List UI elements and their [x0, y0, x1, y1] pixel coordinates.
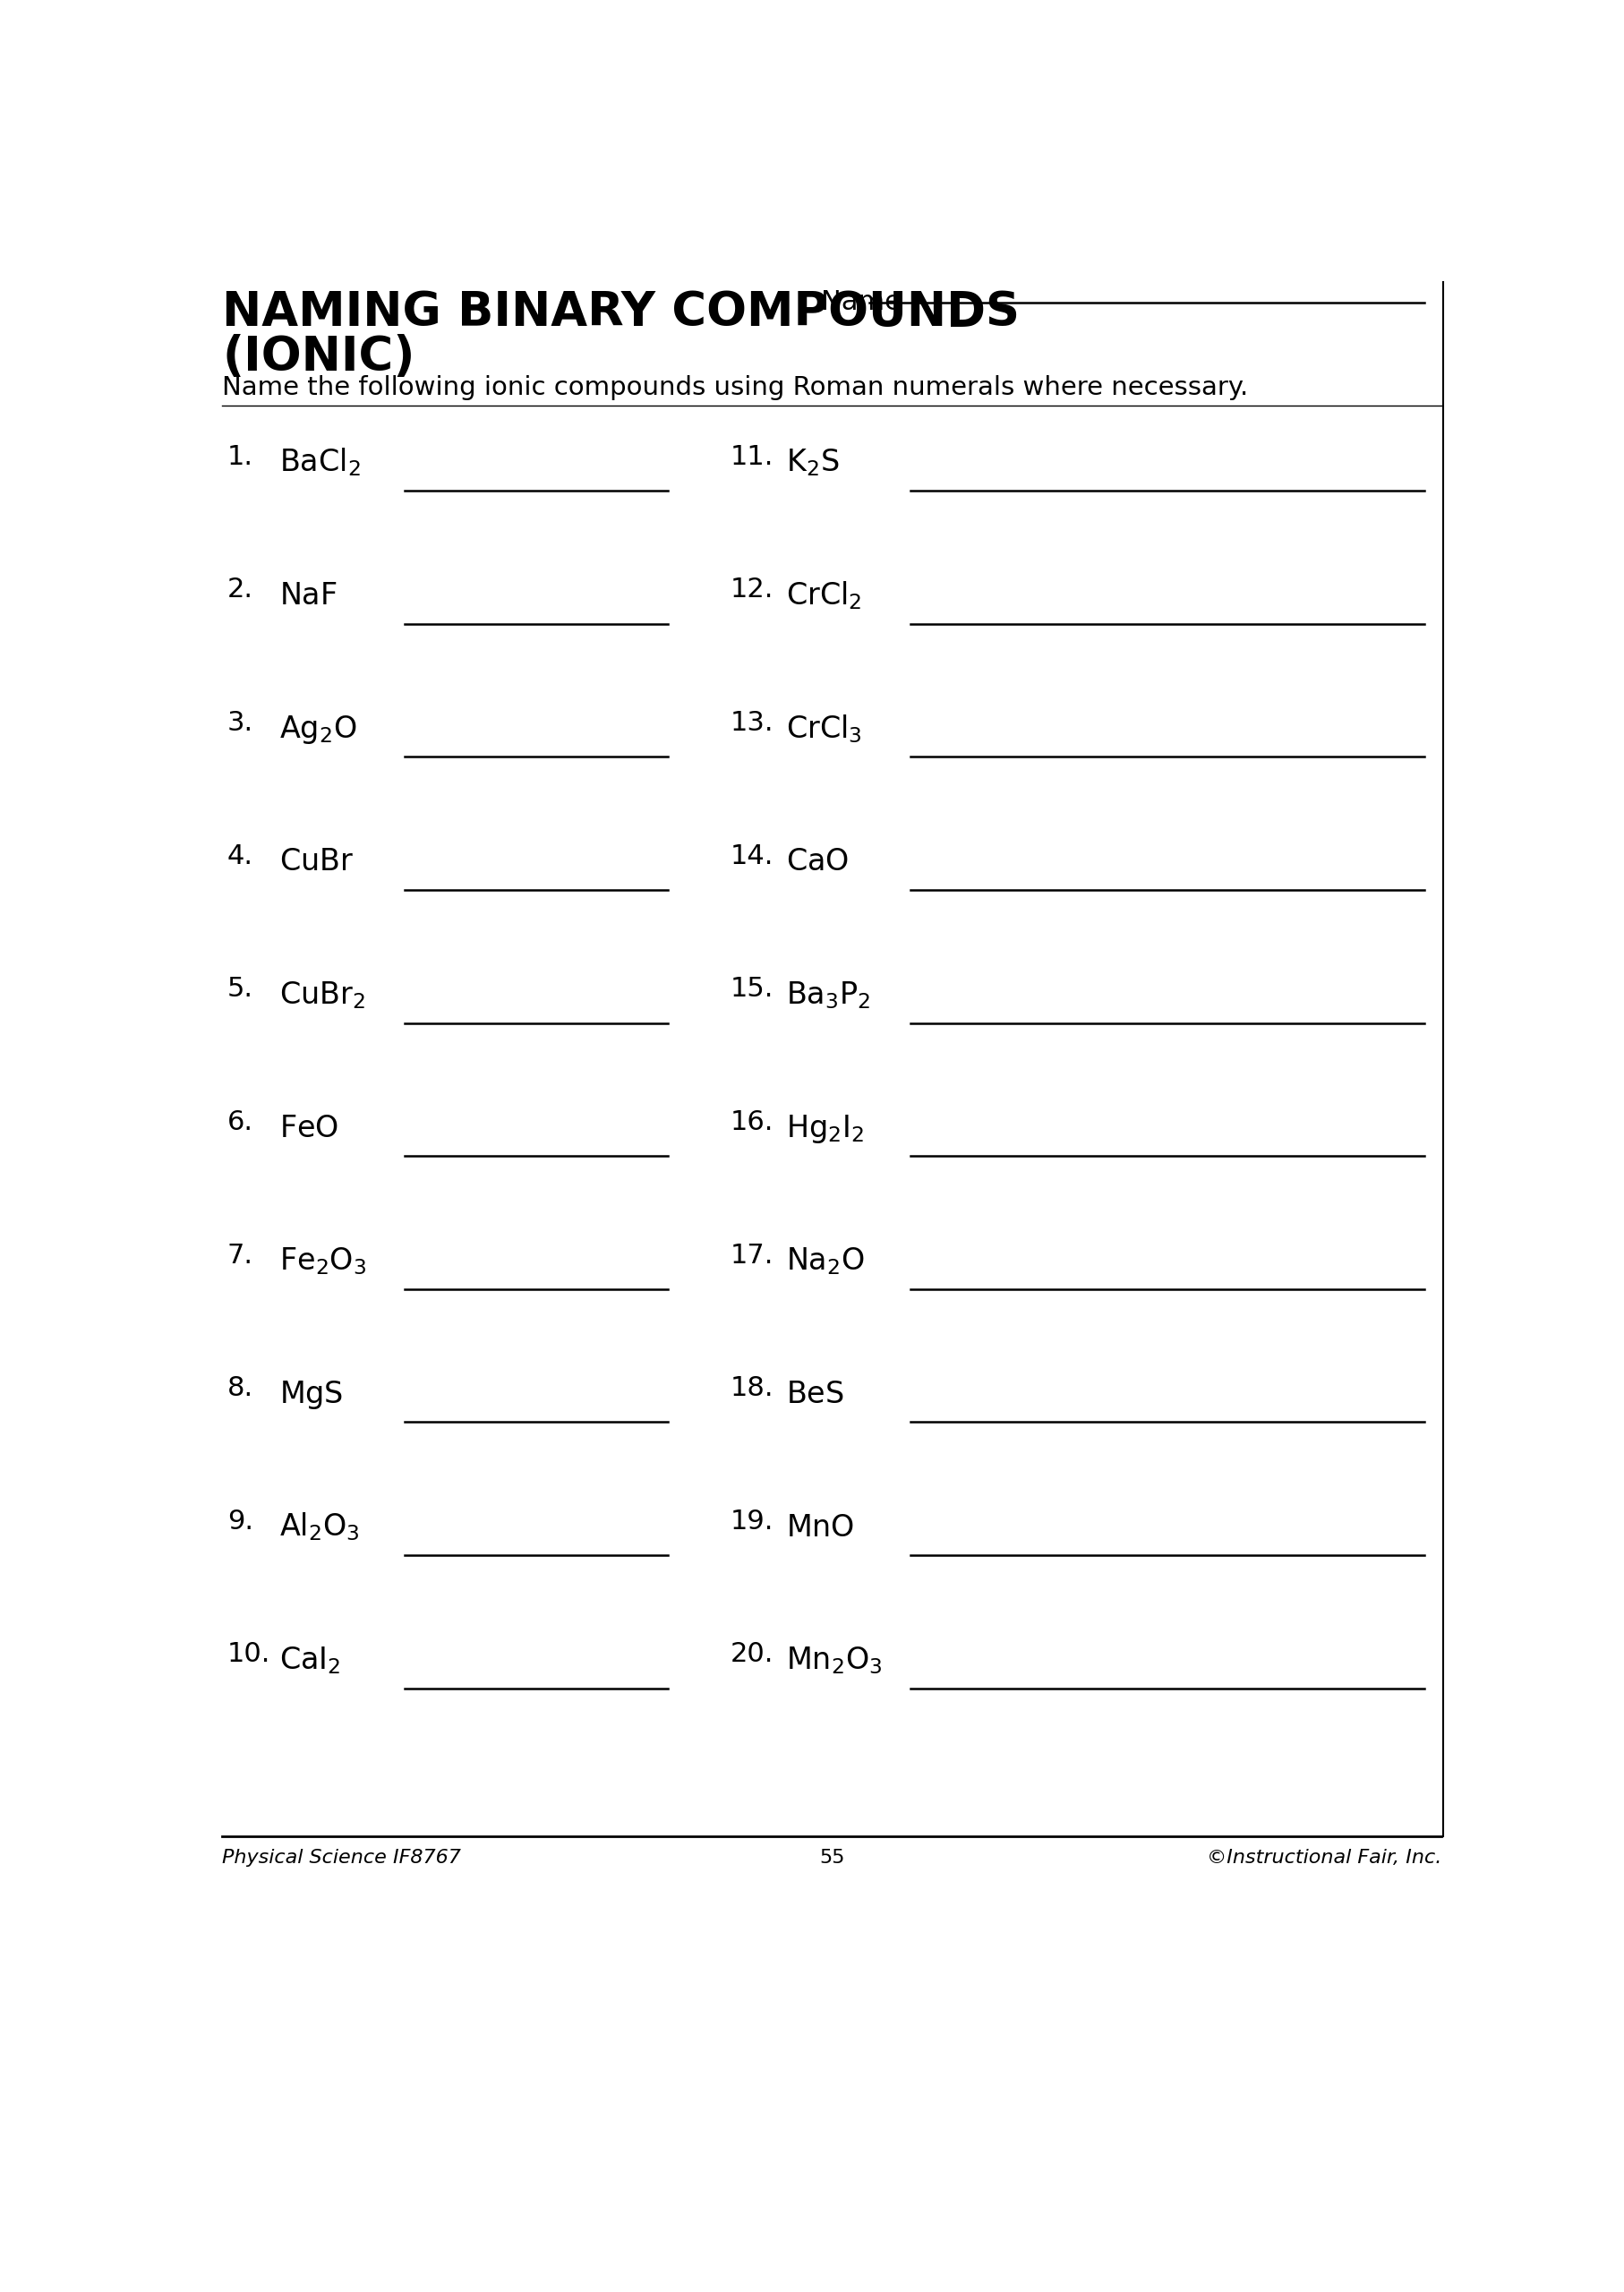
Text: $\mathregular{K_2S}$: $\mathregular{K_2S}$: [786, 447, 840, 479]
Text: (IONIC): (IONIC): [222, 335, 416, 380]
Text: 8.: 8.: [227, 1375, 253, 1400]
Text: $\mathregular{MgS}$: $\mathregular{MgS}$: [279, 1380, 343, 1412]
Text: 55: 55: [820, 1850, 844, 1866]
Text: 13.: 13.: [731, 711, 773, 736]
Text: Physical Science IF8767: Physical Science IF8767: [222, 1850, 461, 1866]
Text: $\mathregular{CaO}$: $\mathregular{CaO}$: [786, 848, 849, 878]
Text: 7.: 7.: [227, 1242, 253, 1267]
Text: 10.: 10.: [227, 1641, 271, 1666]
Text: 17.: 17.: [731, 1242, 773, 1267]
Text: 18.: 18.: [731, 1375, 773, 1400]
Text: Name: Name: [820, 289, 909, 314]
Text: $\mathregular{CaI_2}$: $\mathregular{CaI_2}$: [279, 1646, 341, 1675]
Text: 19.: 19.: [731, 1508, 773, 1533]
Text: $\mathregular{MnO}$: $\mathregular{MnO}$: [786, 1513, 854, 1543]
Text: $\mathregular{Mn_2O_3}$: $\mathregular{Mn_2O_3}$: [786, 1646, 882, 1675]
Text: $\mathregular{BeS}$: $\mathregular{BeS}$: [786, 1380, 844, 1410]
Text: $\mathregular{Ag_2O}$: $\mathregular{Ag_2O}$: [279, 713, 357, 745]
Text: 5.: 5.: [227, 976, 253, 1002]
Text: $\mathregular{CuBr}$: $\mathregular{CuBr}$: [279, 848, 354, 878]
Text: 20.: 20.: [731, 1641, 773, 1666]
Text: 1.: 1.: [227, 445, 253, 470]
Text: 9.: 9.: [227, 1508, 253, 1533]
Text: 11.: 11.: [731, 445, 773, 470]
Text: $\mathregular{BaCl_2}$: $\mathregular{BaCl_2}$: [279, 447, 361, 479]
Text: Name the following ionic compounds using Roman numerals where necessary.: Name the following ionic compounds using…: [222, 376, 1249, 401]
Text: $\mathregular{FeO}$: $\mathregular{FeO}$: [279, 1114, 338, 1144]
Text: NAMING BINARY COMPOUNDS: NAMING BINARY COMPOUNDS: [222, 289, 1020, 335]
Text: $\mathregular{Na_2O}$: $\mathregular{Na_2O}$: [786, 1245, 864, 1277]
Text: $\mathregular{Fe_2O_3}$: $\mathregular{Fe_2O_3}$: [279, 1245, 367, 1277]
Text: 2.: 2.: [227, 578, 253, 603]
Text: 6.: 6.: [227, 1109, 253, 1135]
Text: 16.: 16.: [731, 1109, 773, 1135]
Text: 14.: 14.: [731, 843, 773, 869]
Text: 4.: 4.: [227, 843, 253, 869]
Text: $\mathregular{CuBr_2}$: $\mathregular{CuBr_2}$: [279, 979, 365, 1011]
Text: $\mathregular{Ba_3P_2}$: $\mathregular{Ba_3P_2}$: [786, 979, 870, 1011]
Text: 3.: 3.: [227, 711, 253, 736]
Text: $\mathregular{CrCl_2}$: $\mathregular{CrCl_2}$: [786, 580, 861, 612]
Text: $\mathregular{CrCl_3}$: $\mathregular{CrCl_3}$: [786, 713, 862, 745]
Text: 12.: 12.: [731, 578, 773, 603]
Text: ©Instructional Fair, Inc.: ©Instructional Fair, Inc.: [1207, 1850, 1442, 1866]
Text: $\mathregular{Al_2O_3}$: $\mathregular{Al_2O_3}$: [279, 1510, 359, 1543]
Text: $\mathregular{NaF}$: $\mathregular{NaF}$: [279, 582, 338, 612]
Text: $\mathregular{Hg_2I_2}$: $\mathregular{Hg_2I_2}$: [786, 1112, 864, 1144]
Text: 15.: 15.: [731, 976, 773, 1002]
